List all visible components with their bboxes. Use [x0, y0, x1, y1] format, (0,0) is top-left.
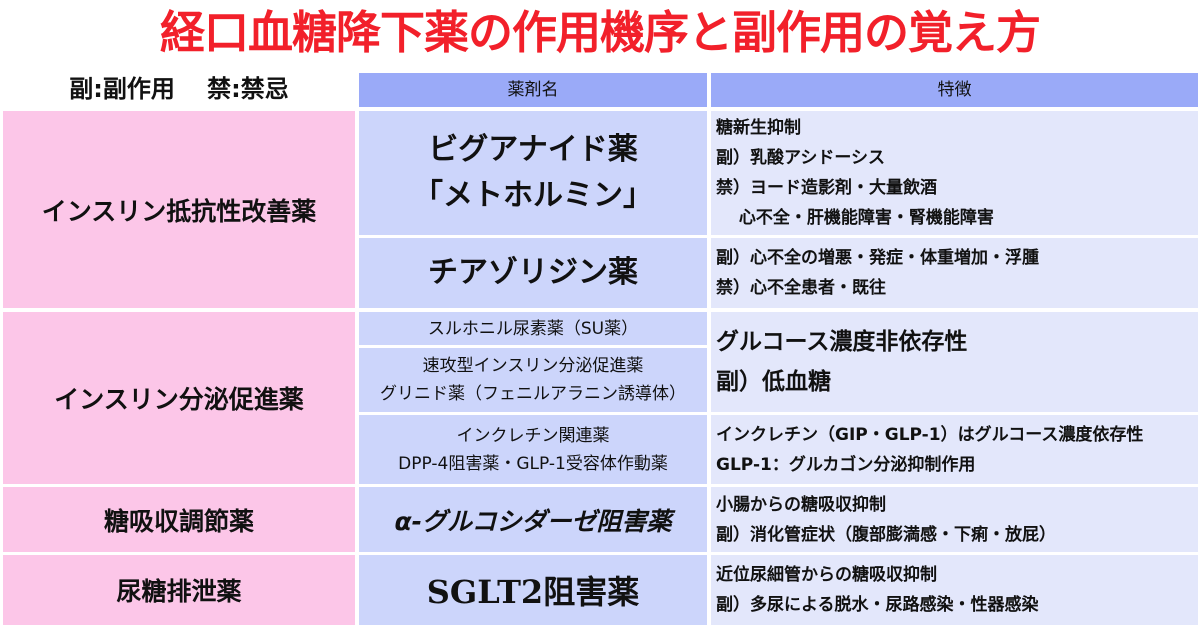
header-drug: 薬剤名 — [359, 73, 707, 107]
header-feature: 特徴 — [711, 73, 1198, 107]
feature-line: 副）多尿による脱水・尿路感染・性器感染 — [716, 595, 1039, 615]
feature-line: インクレチン（GIP・GLP-1）はグルコース濃度依存性 — [716, 424, 1144, 445]
feature-line: 副）低血糖 — [716, 369, 831, 395]
drug-su: スルホニル尿素薬（SU薬） — [359, 312, 707, 345]
drug-name: インクレチン関連薬 — [456, 425, 610, 446]
drug-incretin: インクレチン関連薬 DPP-4阻害薬・GLP-1受容体作動薬 — [359, 415, 707, 484]
feature-line: 心不全・肝機能障害・腎機能障害 — [716, 208, 994, 228]
drug-example: 「メトホルミン」 — [413, 178, 653, 213]
drug-biguanide: ビグアナイド薬 「メトホルミン」 — [359, 111, 707, 235]
drug-thiazolidine: チアゾリジン薬 — [359, 238, 707, 308]
feature-agi: 小腸からの糖吸収抑制 副）消化管症状（腹部膨満感・下痢・放屁） — [711, 487, 1198, 552]
feature-line: 副）乳酸アシドーシス — [716, 148, 885, 168]
page-title: 経口血糖降下薬の作用機序と副作用の覚え方 — [159, 6, 1041, 59]
feature-line: 副）心不全の増悪・発症・体重増加・浮腫 — [716, 248, 1039, 268]
feature-line: 副）消化管症状（腹部膨満感・下痢・放屁） — [716, 524, 1056, 545]
feature-line: グルコース濃度非依存性 — [716, 329, 968, 355]
group-insulin-resistance: インスリン抵抗性改善薬 — [3, 111, 355, 308]
drug-glinide: 速攻型インスリン分泌促進薬 グリニド薬（フェニルアラニン誘導体） — [359, 348, 707, 412]
feature-incretin: インクレチン（GIP・GLP-1）はグルコース濃度依存性 GLP-1：グルカゴン… — [711, 415, 1198, 484]
feature-sglt2: 近位尿細管からの糖吸収抑制 副）多尿による脱水・尿路感染・性器感染 — [711, 555, 1198, 625]
feature-line: 禁）ヨード造影剤・大量飲酒 — [716, 178, 937, 198]
feature-line: 近位尿細管からの糖吸収抑制 — [716, 565, 937, 585]
group-absorption: 糖吸収調節薬 — [3, 487, 355, 552]
drug-example: グリニド薬（フェニルアラニン誘導体） — [380, 384, 686, 404]
feature-su-glinide: グルコース濃度非依存性 副）低血糖 — [711, 312, 1198, 412]
drug-sglt2: SGLT2阻害薬 — [359, 555, 707, 625]
feature-line: 糖新生抑制 — [716, 118, 801, 138]
drug-name: ビグアナイド薬 — [428, 132, 638, 167]
feature-thiazolidine: 副）心不全の増悪・発症・体重増加・浮腫 禁）心不全患者・既往 — [711, 238, 1198, 308]
group-insulin-secretion: インスリン分泌促進薬 — [3, 312, 355, 484]
feature-line: 禁）心不全患者・既往 — [716, 278, 886, 298]
drug-name: 速攻型インスリン分泌促進薬 — [422, 356, 644, 376]
feature-line: 小腸からの糖吸収抑制 — [716, 494, 886, 515]
drug-agi: α-グルコシダーゼ阻害薬 — [359, 487, 707, 552]
group-excretion: 尿糖排泄薬 — [3, 555, 355, 625]
feature-line: GLP-1：グルカゴン分泌抑制作用 — [716, 454, 976, 475]
drug-example: DPP-4阻害薬・GLP-1受容体作動薬 — [398, 453, 668, 474]
feature-biguanide: 糖新生抑制 副）乳酸アシドーシス 禁）ヨード造影剤・大量飲酒 心不全・肝機能障害… — [711, 111, 1198, 235]
legend: 副:副作用 禁:禁忌 — [69, 75, 289, 103]
